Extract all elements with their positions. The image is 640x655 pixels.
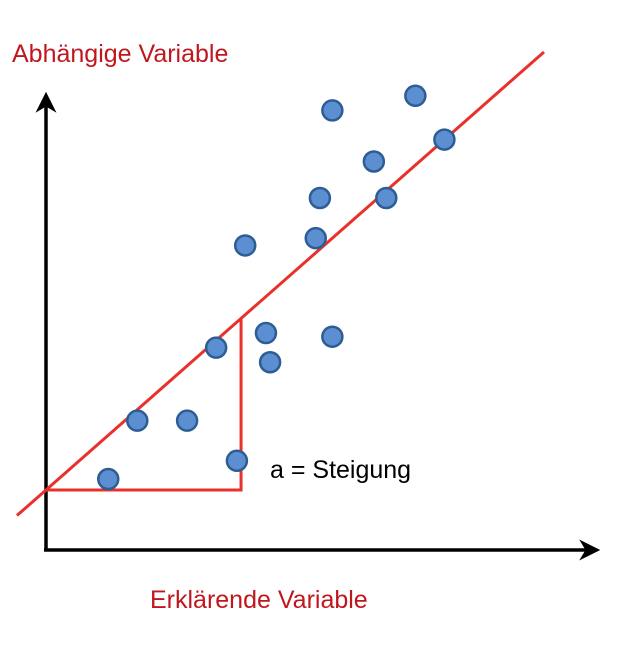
data-point	[321, 99, 344, 122]
regression-line	[15, 50, 545, 517]
data-point	[126, 409, 149, 432]
data-point	[254, 321, 278, 345]
data-point	[304, 226, 327, 250]
data-point	[204, 336, 228, 359]
y-axis-label: Abhängige Variable	[12, 40, 228, 68]
slope-triangle	[46, 318, 243, 492]
data-point	[233, 234, 257, 257]
data-points	[97, 84, 456, 491]
data-point	[321, 325, 344, 348]
data-point	[225, 449, 249, 473]
data-point	[258, 351, 282, 374]
data-point	[175, 409, 199, 432]
data-point	[97, 467, 120, 491]
slope-annotation: a = Steigung	[270, 456, 411, 484]
data-point	[362, 150, 386, 173]
data-point	[308, 186, 332, 210]
data-point	[433, 128, 456, 151]
data-point	[404, 84, 427, 108]
data-point	[375, 186, 398, 210]
x-axis-label: Erklärende Variable	[150, 586, 368, 614]
